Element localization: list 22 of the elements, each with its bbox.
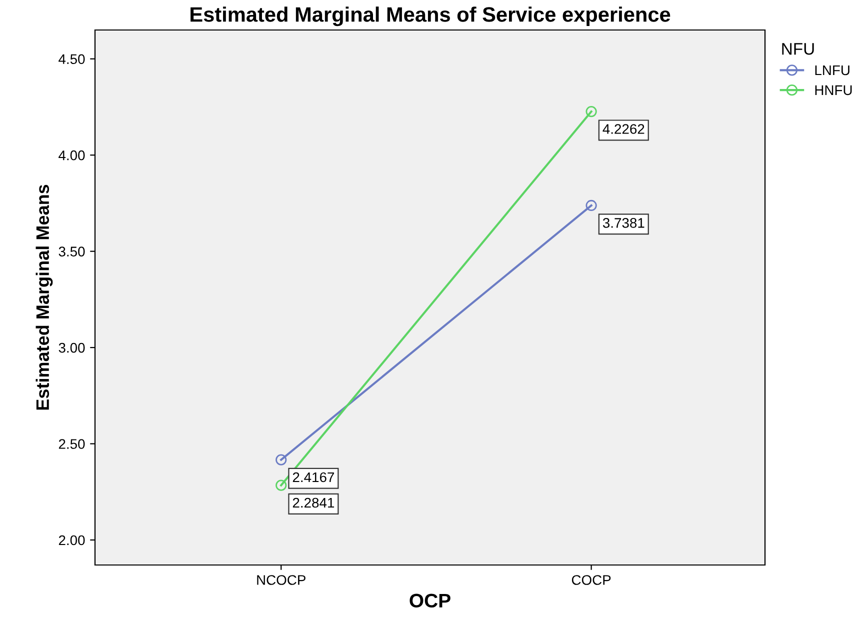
legend-label: LNFU	[815, 65, 850, 76]
legend-title: NFU	[782, 43, 814, 55]
point	[276, 454, 287, 466]
chart-title: Estimated Marginal Means of Service experience	[190, 6, 670, 26]
point	[276, 480, 287, 491]
y-tick-label: 3.00	[58, 342, 85, 353]
point	[586, 106, 597, 118]
data-label: 4.2262	[602, 124, 644, 134]
y-tick-label: 2.00	[58, 535, 85, 546]
y-tick-label: 3.50	[58, 246, 85, 256]
x-tick-label: NCOCP	[257, 575, 306, 585]
y-axis-title: Estimated Marginal Means	[36, 184, 53, 410]
y-tick-label: 2.50	[58, 439, 85, 449]
data-label: 3.7381	[602, 218, 644, 228]
data-label: 2.2841	[292, 498, 334, 508]
point	[586, 200, 597, 212]
legend-label: HNFU	[815, 85, 852, 96]
x-tick-label: COCP	[572, 575, 611, 585]
data-label: 2.4167	[292, 472, 334, 482]
y-tick-label: 4.50	[58, 54, 85, 64]
x-axis-title: OCP	[410, 594, 450, 608]
y-tick-label: 4.00	[58, 150, 85, 160]
